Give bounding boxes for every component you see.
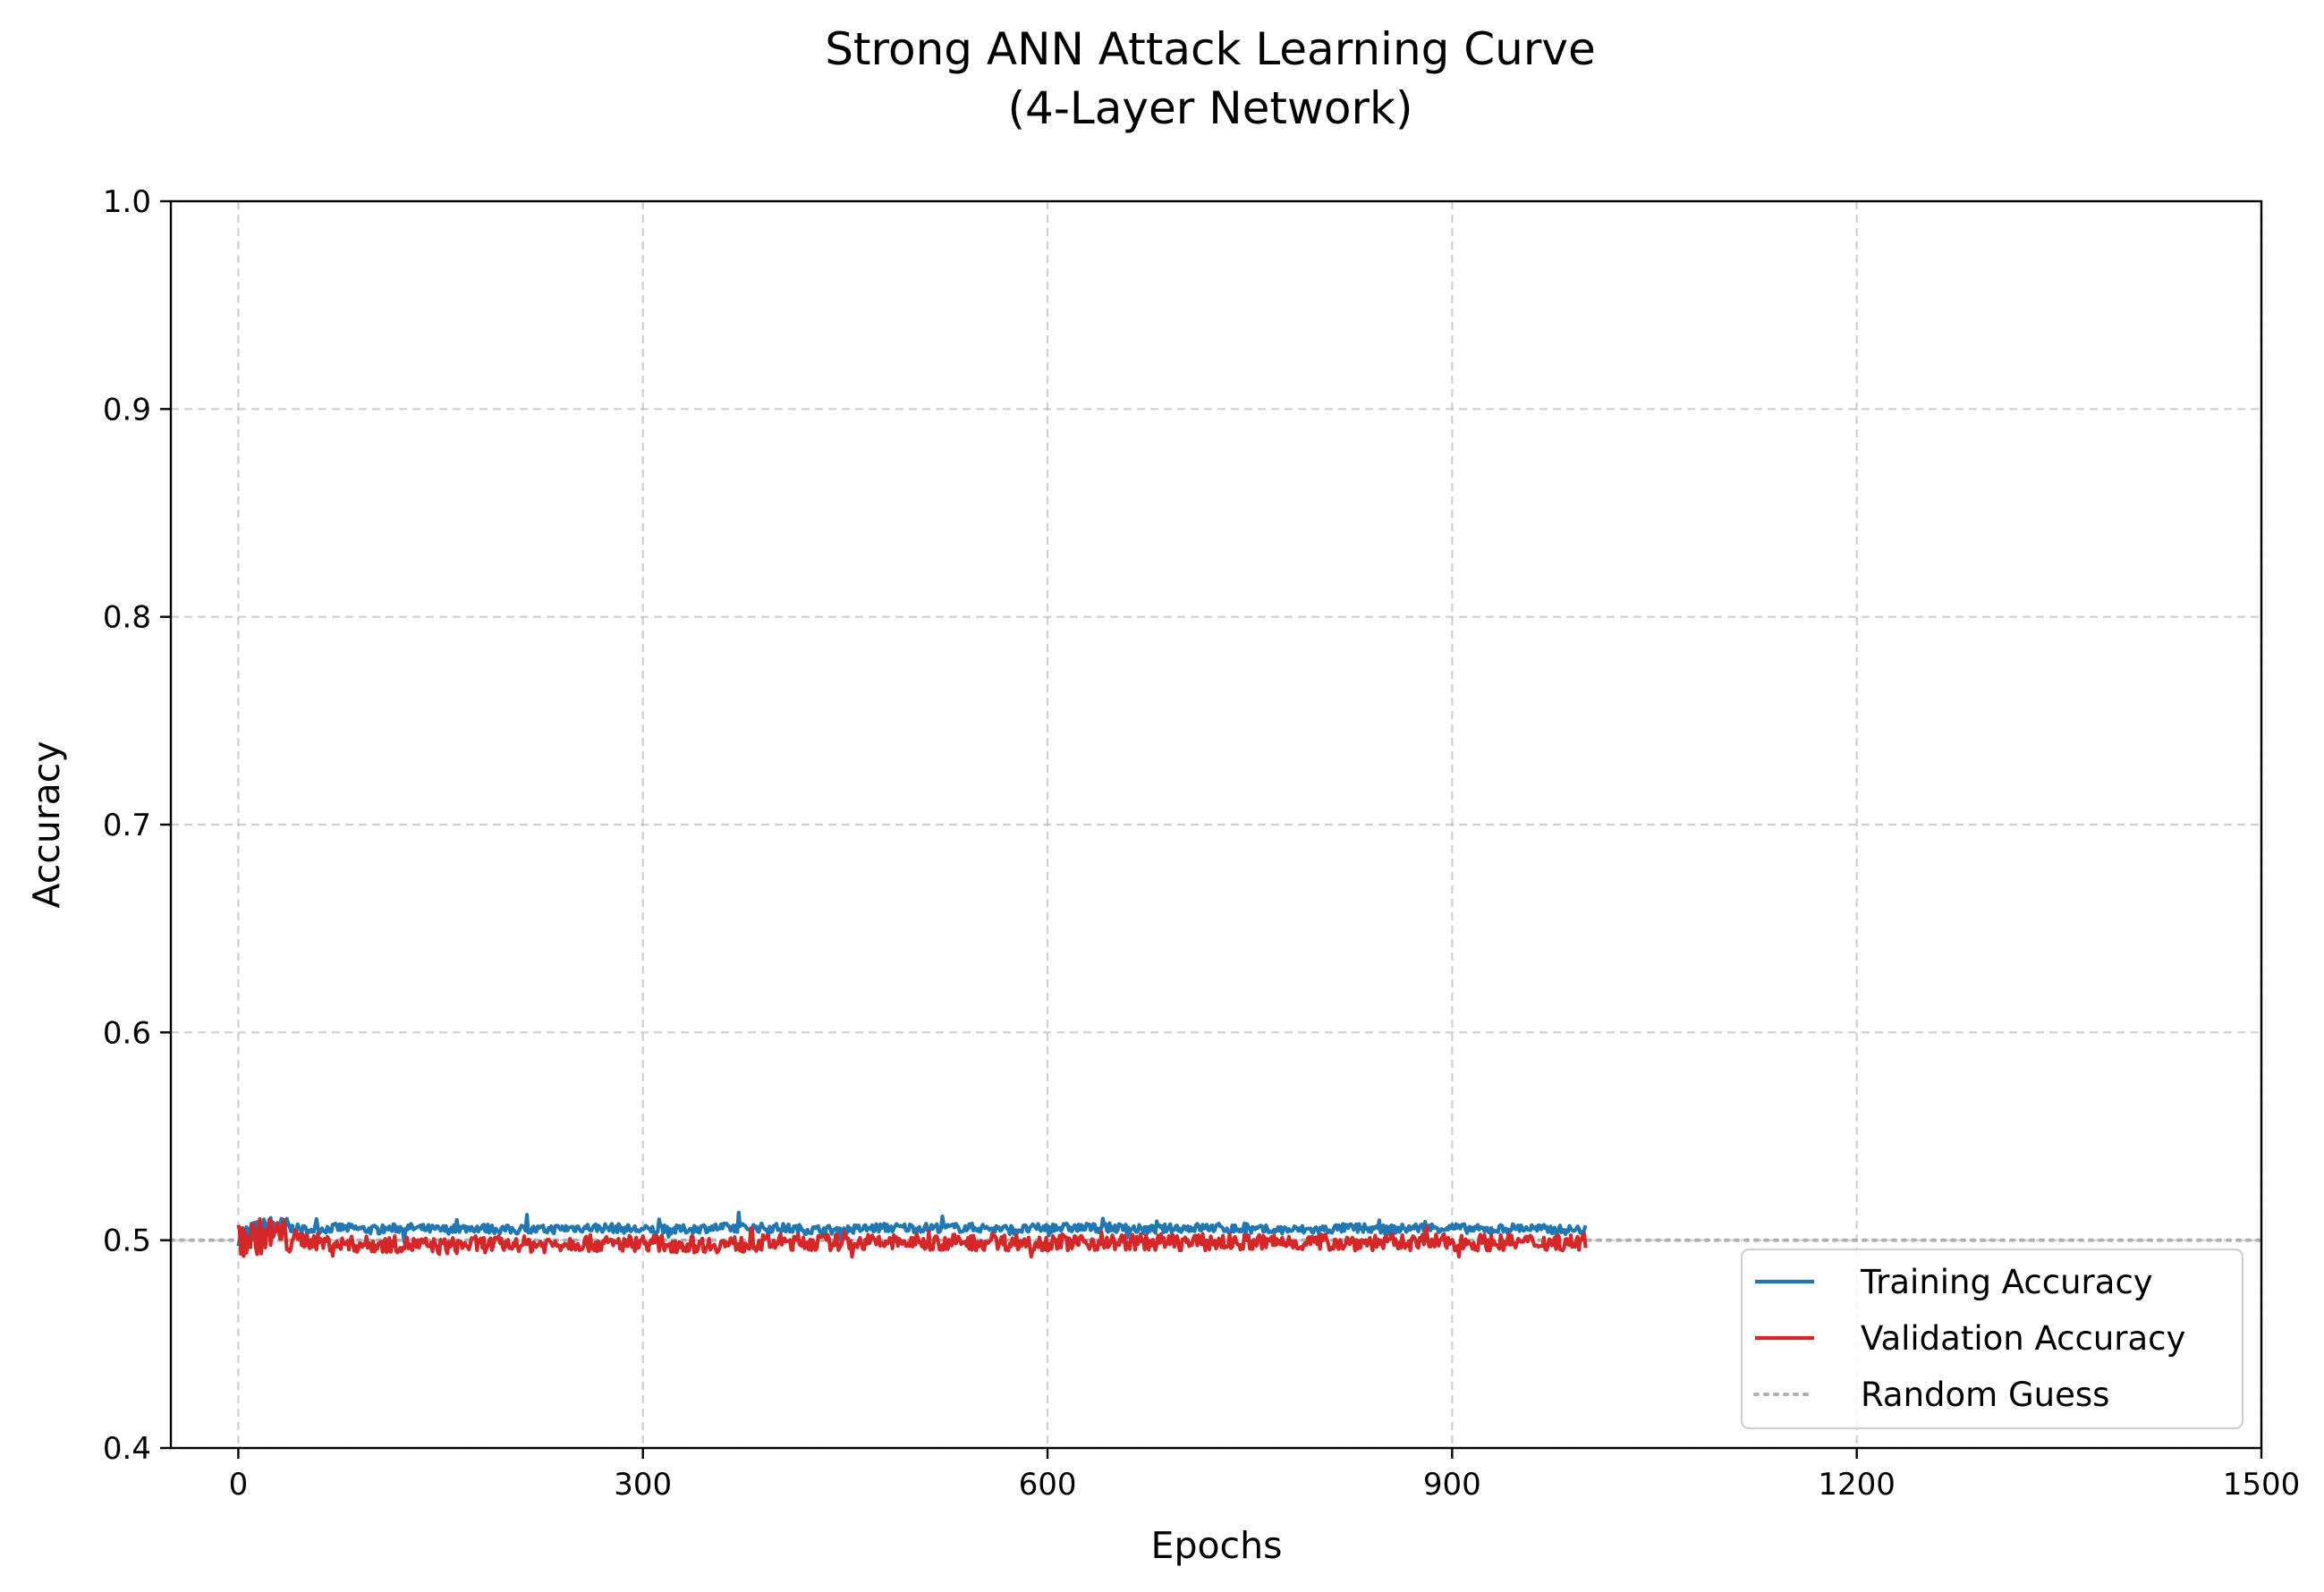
legend-label-training: Training Accuracy [1860,1263,2153,1301]
x-tick-label: 300 [614,1467,672,1503]
y-tick-label: 0.5 [103,1224,151,1259]
x-tick-label: 1200 [1818,1467,1896,1503]
axis-ticks: 0 300 600 900 1200 1500 0.4 0.5 0.6 0.7 0.8 0.9 1.0 [103,184,2300,1503]
x-tick-label: 0 [229,1467,249,1503]
x-tick-label: 900 [1423,1467,1481,1503]
y-tick-label: 0.6 [103,1015,151,1051]
chart-title: Strong ANN Attack Learning Curve [825,23,1596,75]
chart-subtitle: (4-Layer Network) [1008,82,1413,134]
y-axis-label: Accuracy [25,741,68,908]
x-tick-label: 600 [1019,1467,1077,1503]
y-tick-label: 0.8 [103,600,151,636]
training-accuracy-line [236,1210,1588,1247]
legend-label-random-guess: Random Guess [1861,1376,2109,1414]
legend: Training Accuracy Validation Accuracy Ra… [1740,1248,2244,1430]
y-tick-label: 0.9 [103,392,151,428]
legend-label-validation: Validation Accuracy [1861,1319,2185,1358]
y-tick-label: 0.7 [103,808,151,843]
axes-frame [169,199,2263,1450]
y-tick-label: 0.4 [103,1431,151,1467]
y-tick-label: 1.0 [103,184,151,220]
plot-series [169,1210,2263,1259]
x-axis-label: Epochs [1151,1524,1283,1567]
legend-frame [1740,1248,2244,1430]
validation-accuracy-line [236,1216,1588,1259]
x-tick-label: 1500 [2223,1467,2301,1503]
